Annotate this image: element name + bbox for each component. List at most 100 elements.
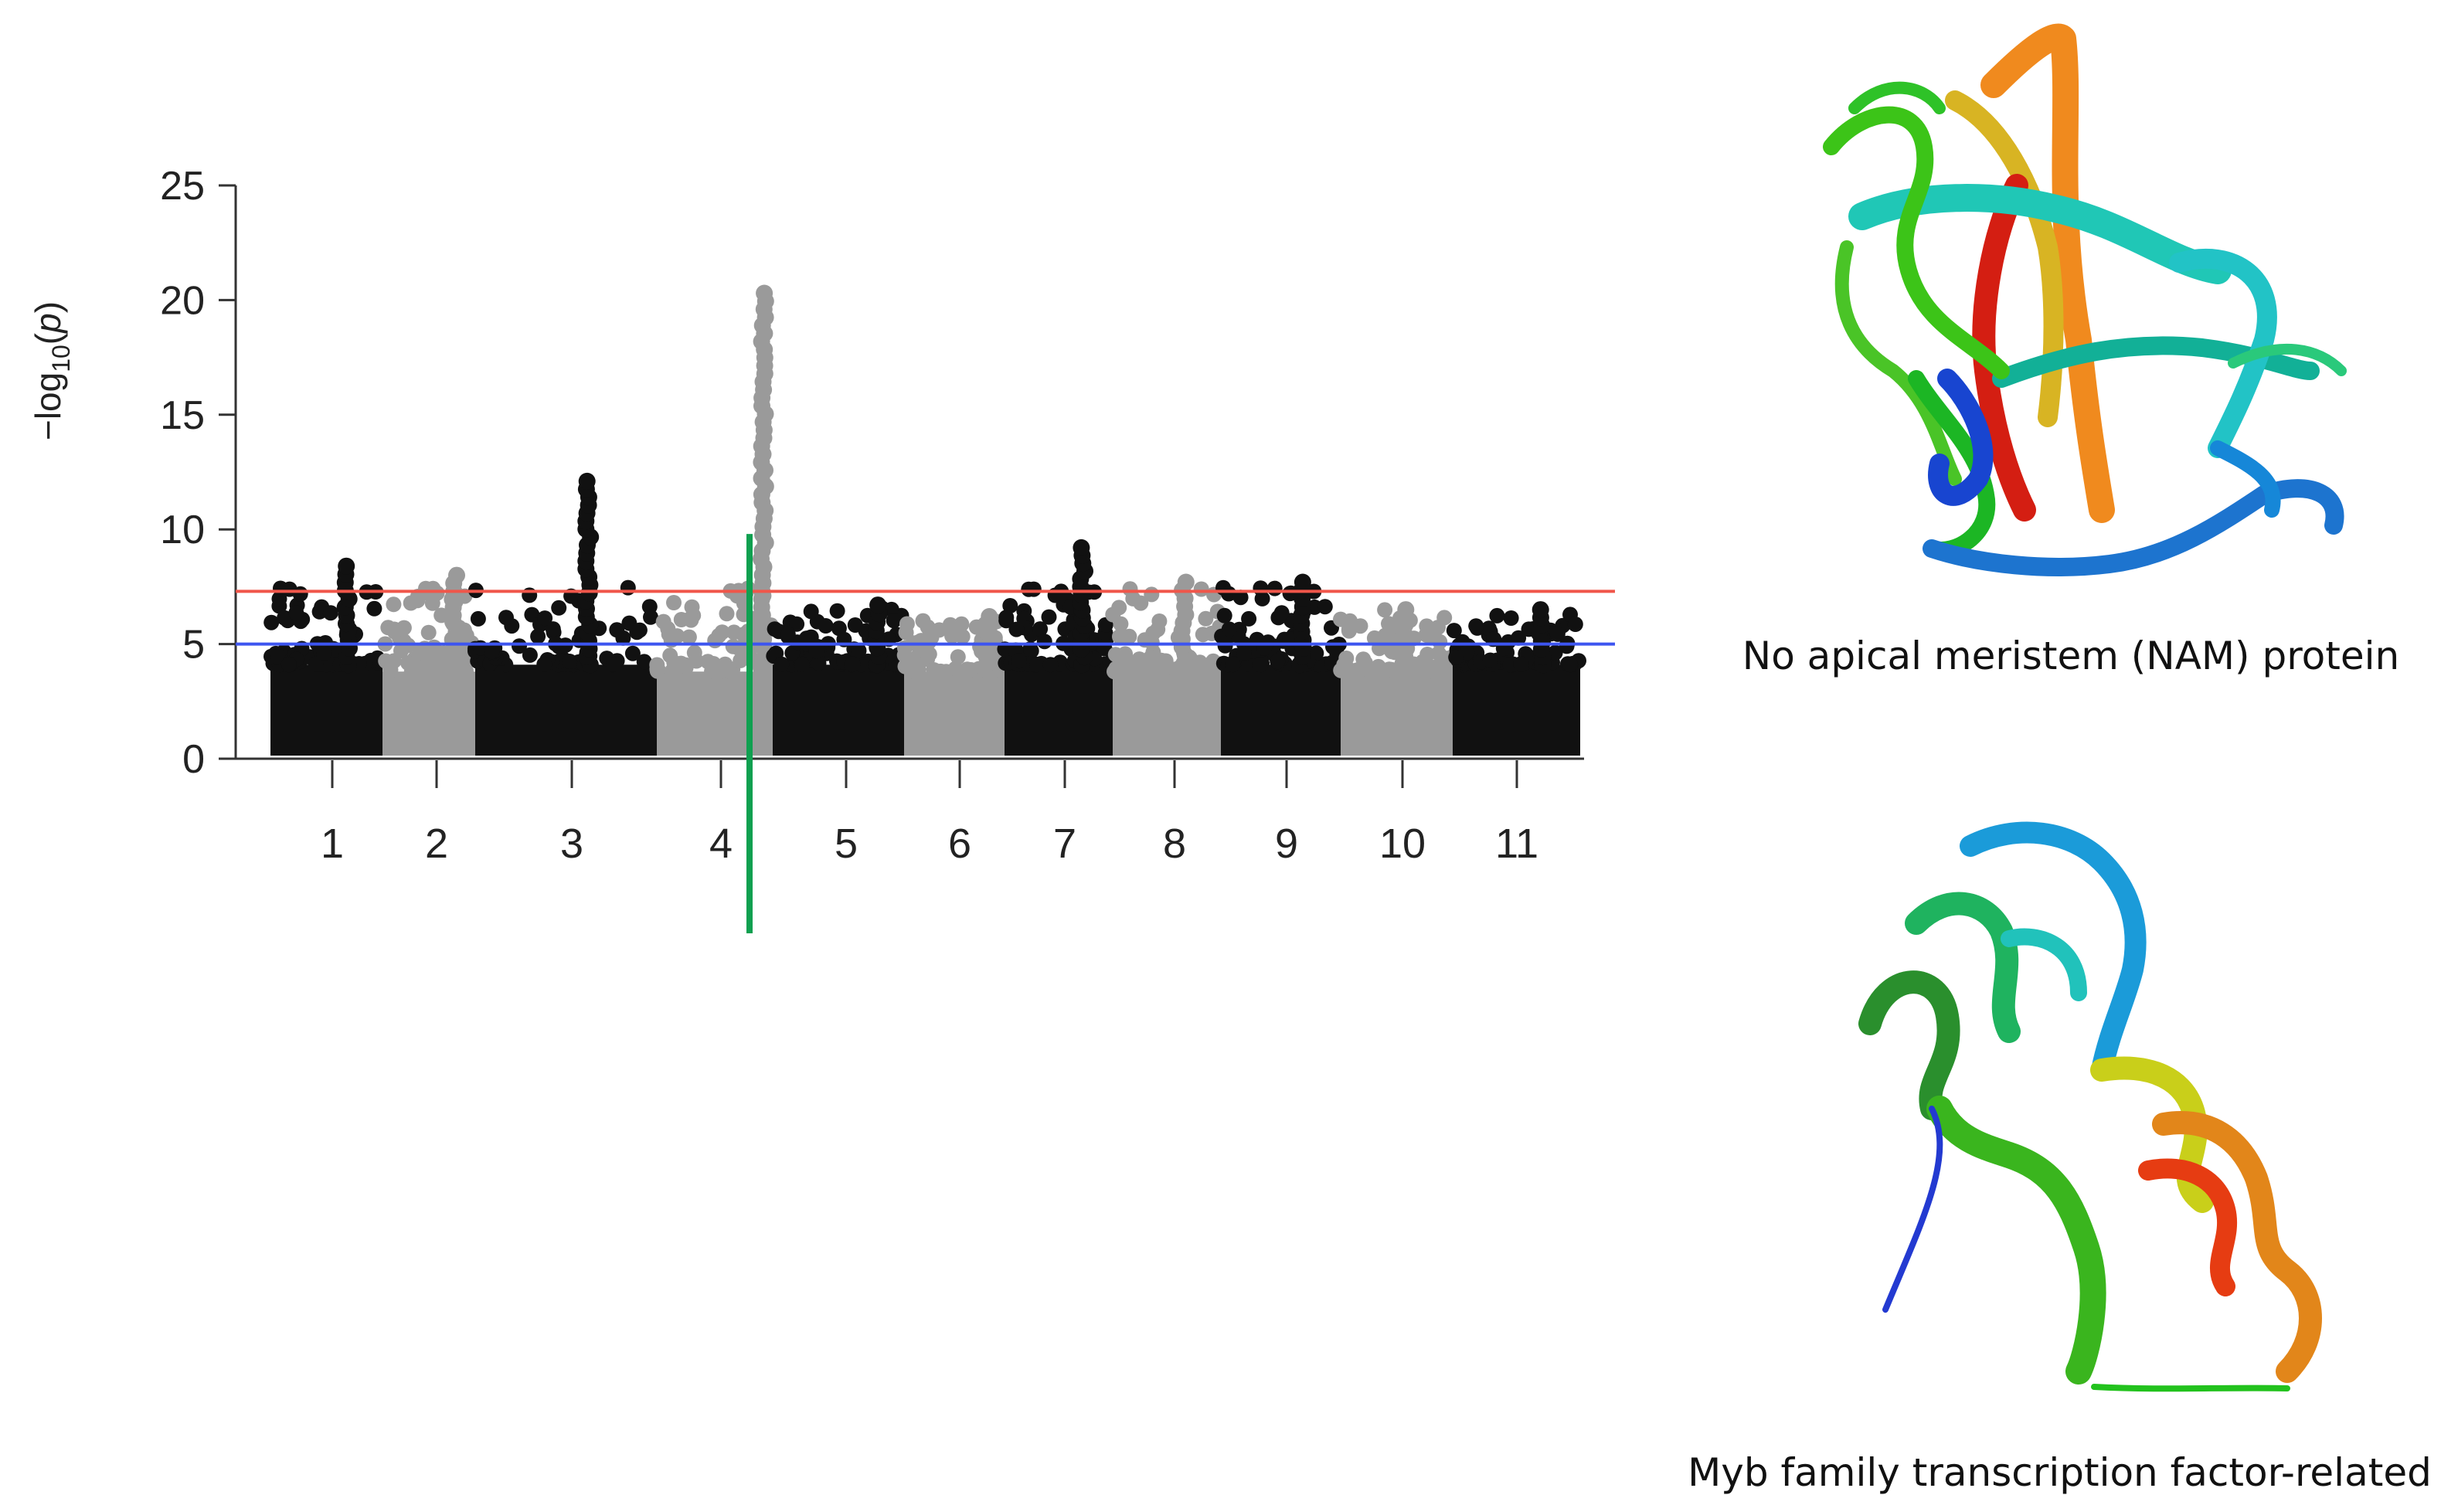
- snp-point: [923, 630, 940, 645]
- nam-caption: No apical meristem (NAM) protein: [1742, 634, 2400, 678]
- chromosome-label: 8: [1163, 821, 1186, 867]
- snp-point: [338, 557, 355, 575]
- snp-point: [950, 649, 966, 665]
- snp-point: [484, 644, 500, 660]
- snp-cluster: [1005, 664, 1113, 756]
- snp-point: [522, 647, 538, 663]
- snp-cluster: [1341, 671, 1453, 756]
- chromosome-label: 6: [948, 821, 971, 867]
- snp-point: [1042, 657, 1059, 673]
- snp-point: [1216, 607, 1232, 623]
- snp-point: [386, 623, 403, 640]
- snp-point: [1437, 663, 1453, 679]
- snp-point: [1513, 656, 1529, 672]
- snp-point: [725, 638, 741, 654]
- snp-point: [1270, 654, 1286, 670]
- snp-point: [1435, 650, 1451, 666]
- snp-point: [1105, 606, 1121, 623]
- snp-point: [1446, 623, 1462, 639]
- snp-point: [1073, 539, 1090, 556]
- snp-point: [1023, 643, 1039, 659]
- snp-point: [382, 662, 399, 678]
- snp-point: [1029, 657, 1045, 673]
- snp-point: [1241, 610, 1257, 627]
- snp-point: [322, 605, 338, 621]
- snp-cluster: [904, 671, 1005, 756]
- chromosome-label: 7: [1053, 821, 1076, 867]
- y-tick-label: 15: [160, 393, 205, 438]
- snp-point: [1122, 581, 1138, 597]
- snp-point: [1225, 657, 1241, 673]
- snp-point: [277, 610, 293, 626]
- snp-point: [609, 622, 625, 638]
- snp-point: [803, 603, 819, 620]
- x-axis: 1 2 3 4 5 6 7 8 9 10 11: [236, 757, 1584, 867]
- myb-caption: Myb family transcription factor-related: [1688, 1450, 2432, 1495]
- snp-point: [1198, 610, 1214, 627]
- chromosome-label: 4: [709, 821, 733, 867]
- snp-point: [562, 654, 578, 669]
- snp-point: [886, 613, 902, 629]
- snp-point: [1193, 581, 1209, 597]
- y-tick-label: 25: [160, 164, 205, 209]
- snp-point: [1141, 661, 1157, 678]
- snp-point: [1232, 590, 1249, 606]
- snp-point: [1036, 634, 1052, 650]
- snp-point: [1177, 573, 1195, 591]
- chromosome-label: 10: [1379, 821, 1426, 867]
- snp-point: [1468, 618, 1484, 634]
- snp-point: [636, 654, 652, 670]
- snp-point: [789, 616, 805, 632]
- snp-point: [1032, 621, 1049, 637]
- snp-point: [1562, 657, 1579, 673]
- y-axis-label: −log10(p): [28, 301, 75, 440]
- snp-point: [537, 610, 553, 627]
- snp-point: [851, 643, 867, 659]
- snp-point: [263, 614, 280, 630]
- snp-point: [530, 628, 546, 644]
- snp-point: [981, 608, 998, 625]
- manhattan-plot: 0 5 10 15 20 25 1 2 3 4 5 6 7 8 9 10 11 −log10(p): [28, 164, 1615, 933]
- snp-point: [1418, 659, 1434, 675]
- snp-point: [431, 653, 447, 669]
- chromosome-label: 5: [835, 821, 858, 867]
- snp-point: [1025, 581, 1042, 597]
- snp-point: [386, 596, 402, 613]
- snp-point: [1192, 654, 1208, 671]
- threshold-lines: [236, 534, 1615, 933]
- snp-point: [280, 657, 297, 673]
- snp-point: [1549, 626, 1566, 642]
- snp-point: [1158, 653, 1174, 669]
- snp-point: [429, 585, 445, 601]
- snp-point: [643, 609, 658, 625]
- snp-point: [1252, 657, 1268, 673]
- snp-point: [1002, 598, 1018, 613]
- snp-cluster: [382, 671, 475, 756]
- chromosome-label: 11: [1495, 821, 1538, 867]
- snp-point: [660, 620, 676, 637]
- snp-cluster: [1113, 671, 1221, 756]
- snp-point: [316, 645, 332, 661]
- snp-point: [798, 630, 814, 647]
- snp-point: [705, 663, 721, 679]
- snp-point: [721, 663, 736, 679]
- snp-point: [756, 284, 773, 302]
- snp-point: [1294, 573, 1311, 591]
- snp-point: [1511, 630, 1527, 646]
- snp-point: [947, 661, 964, 677]
- snp-point: [366, 600, 382, 617]
- snp-point: [1333, 611, 1348, 627]
- snp-point: [512, 638, 527, 654]
- snp-cluster: [1453, 664, 1580, 756]
- nam-protein-structure-image: [1823, 23, 2347, 576]
- snp-point: [1317, 599, 1333, 615]
- snp-point: [794, 656, 810, 672]
- snp-point: [578, 472, 596, 490]
- snp-point: [1011, 653, 1027, 669]
- snp-cluster: [773, 664, 904, 756]
- snp-point: [829, 603, 845, 619]
- snp-point: [273, 580, 288, 596]
- snp-point: [845, 656, 861, 672]
- snp-points: [263, 284, 1586, 756]
- snp-point: [1448, 649, 1464, 665]
